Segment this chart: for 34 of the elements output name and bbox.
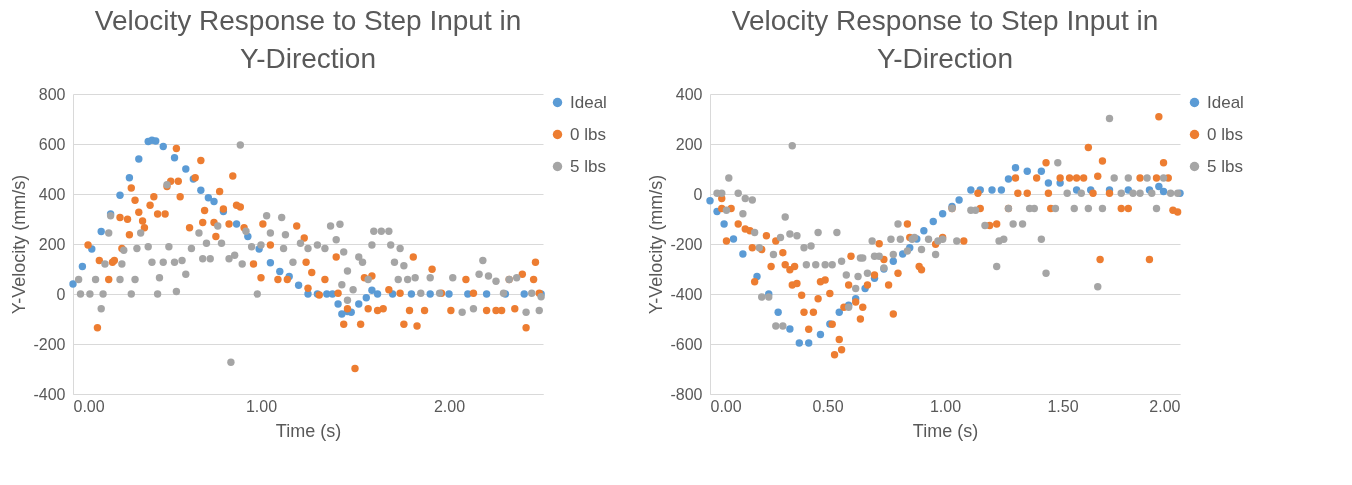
y-tick-label: -800 [670,385,703,403]
legend-label: Ideal [1207,92,1244,112]
y-tick-label: -200 [33,335,66,353]
x-tick-label: 0.00 [73,397,105,415]
y-tick-label: -200 [670,235,703,253]
y-tick-label: 200 [675,135,703,153]
y-axis-title: Y-Velocity (mm/s) [9,174,30,315]
legend-label: 5 lbs [1207,156,1243,176]
chart-title: Velocity Response to Step Input in Y-Direction [731,5,1159,74]
y-axis-title: Y-Velocity (mm/s) [646,174,667,315]
legend-label: 0 lbs [570,124,606,144]
y-tick-label: -400 [670,285,703,303]
y-tick-label: 0 [693,185,703,203]
x-tick-label: 0.50 [812,397,844,415]
chart-title: Velocity Response to Step Input in Y-Direction [94,5,522,74]
y-tick-label: 400 [675,85,703,103]
x-tick-label: 1.50 [1047,397,1079,415]
legend-label: Ideal [570,92,607,112]
x-axis-title: Time (s) [275,420,342,441]
x-tick-label: 1.00 [929,397,962,415]
x-tick-label: 1.00 [245,397,278,415]
y-tick-label: -600 [670,335,703,353]
legend-label: 0 lbs [1207,124,1243,144]
y-tick-label: -400 [33,385,66,403]
y-tick-label: 600 [38,135,66,153]
y-tick-label: 400 [38,185,66,203]
legend-label: 5 lbs [570,156,606,176]
x-tick-label: 2.00 [1149,397,1181,415]
y-tick-label: 0 [56,285,66,303]
x-axis-title: Time (s) [912,420,979,441]
x-tick-label: 2.00 [433,397,466,415]
y-tick-label: 800 [38,85,66,103]
y-tick-label: 200 [38,235,66,253]
x-tick-label: 0.00 [710,397,742,415]
